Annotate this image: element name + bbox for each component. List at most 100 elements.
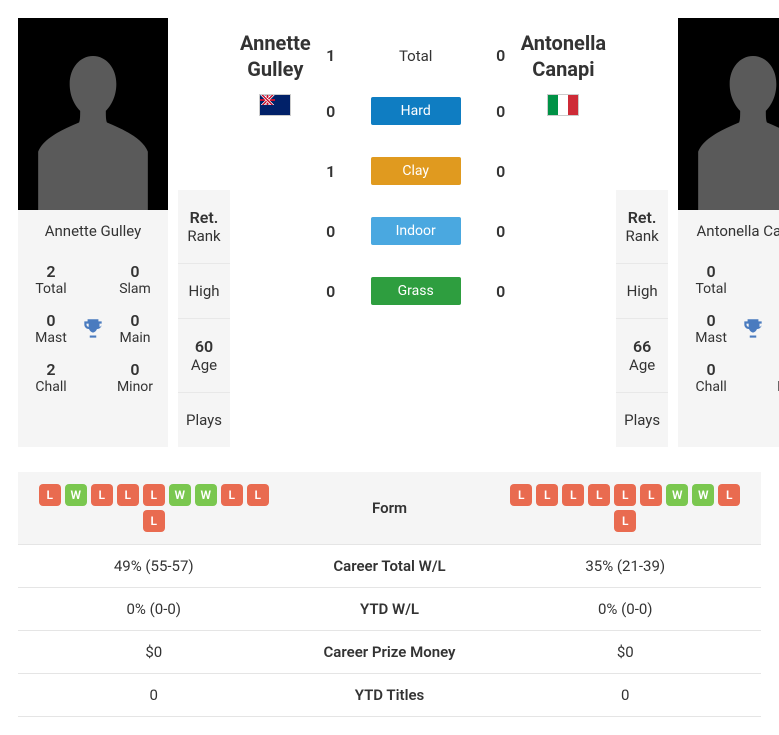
title-chall: 2Chall xyxy=(26,360,76,395)
comparison-label: YTD W/L xyxy=(290,588,490,630)
form-pill: L xyxy=(614,510,636,532)
comparison-p2: LLLLLLWWLL xyxy=(490,472,762,544)
h2h-indoor-pill[interactable]: Indoor xyxy=(371,217,461,245)
player2-stats-card: Ret.RankHigh66AgePlays xyxy=(616,190,668,447)
form-pill: L xyxy=(536,484,558,506)
h2h-row-indoor: 0 Indoor 0 xyxy=(311,201,521,261)
player2-titles: 0Total 0Slam 0Mast 0Main 0Chall 0Minor xyxy=(678,252,779,413)
comparison-label: Career Prize Money xyxy=(290,631,490,673)
comparison-p1: 0 xyxy=(18,674,290,716)
form-pill: L xyxy=(91,484,113,506)
form-pill: L xyxy=(640,484,662,506)
h2h-p2-score: 0 xyxy=(491,222,511,241)
comparison-label: Career Total W/L xyxy=(290,545,490,587)
comparison-p1: LWLLLWWLLL xyxy=(18,472,290,544)
comparison-label: Form xyxy=(290,487,490,529)
player2-avatar xyxy=(678,18,779,210)
h2h-row-clay: 1 Clay 0 xyxy=(311,141,521,201)
player1-card-name: Annette Gulley xyxy=(40,210,147,252)
h2h-p2-score: 0 xyxy=(491,46,511,65)
comparison-p2: 35% (21-39) xyxy=(490,545,762,587)
comparison-row: $0Career Prize Money$0 xyxy=(18,631,761,674)
form-pill: W xyxy=(65,484,87,506)
h2h-p1-score: 1 xyxy=(321,46,341,65)
h2h-p1-score: 0 xyxy=(321,222,341,241)
flag-it-icon xyxy=(547,94,579,116)
comparison-p1: $0 xyxy=(18,631,290,673)
h2h-hard-pill[interactable]: Hard xyxy=(371,97,461,125)
flag-nz-icon xyxy=(259,94,291,116)
comparison-row: 0YTD Titles0 xyxy=(18,674,761,717)
form-pill: L xyxy=(117,484,139,506)
comparison-p1: 49% (55-57) xyxy=(18,545,290,587)
player1-titles: 2Total 0Slam 0Mast 0Main 2Chall 0Minor xyxy=(18,252,168,413)
comparison-p1: 0% (0-0) xyxy=(18,588,290,630)
stat-rank: Ret.Rank xyxy=(616,190,668,263)
comparison-p2: 0% (0-0) xyxy=(490,588,762,630)
h2h-grass-pill[interactable]: Grass xyxy=(371,277,461,305)
h2h-clay-pill[interactable]: Clay xyxy=(371,157,461,185)
h2h-total-label: Total xyxy=(371,47,461,65)
player2-card-name: Antonella Canapi xyxy=(692,210,779,252)
form-pill: W xyxy=(195,484,217,506)
title-total: 2Total xyxy=(26,262,76,297)
stat-plays: Plays xyxy=(178,392,230,447)
stat-age: 66Age xyxy=(616,318,668,392)
form-pill: L xyxy=(614,484,636,506)
stat-high: High xyxy=(616,263,668,318)
comparison-table: LWLLLWWLLLFormLLLLLLWWLL49% (55-57)Caree… xyxy=(18,472,761,717)
h2h-p2-score: 0 xyxy=(491,162,511,181)
title-total: 0Total xyxy=(686,262,736,297)
title-slam: 0Slam xyxy=(770,262,779,297)
comparison-p2: 0 xyxy=(490,674,762,716)
player2-name: AntonellaCanapi xyxy=(521,30,606,82)
form-pill: L xyxy=(143,510,165,532)
comparison-row: 49% (55-57)Career Total W/L35% (21-39) xyxy=(18,545,761,588)
h2h-row-grass: 0 Grass 0 xyxy=(311,261,521,321)
form-pill: W xyxy=(692,484,714,506)
title-slam: 0Slam xyxy=(110,262,160,297)
comparison-label: YTD Titles xyxy=(290,674,490,716)
title-main: 0Main xyxy=(770,311,779,346)
player1-name-col: AnnetteGulley xyxy=(240,18,311,447)
h2h-row-hard: 0 Hard 0 xyxy=(311,81,521,141)
title-main: 0Main xyxy=(110,311,160,346)
stat-rank: Ret.Rank xyxy=(178,190,230,263)
title-minor: 0Minor xyxy=(110,360,160,395)
form-pill: L xyxy=(588,484,610,506)
comparison-p2: $0 xyxy=(490,631,762,673)
title-minor: 0Minor xyxy=(770,360,779,395)
form-pill: L xyxy=(247,484,269,506)
player1-stats-card: Ret.RankHigh60AgePlays xyxy=(178,190,230,447)
stat-plays: Plays xyxy=(616,392,668,447)
h2h-p1-score: 1 xyxy=(321,162,341,181)
player1-name: AnnetteGulley xyxy=(240,30,311,82)
comparison-row: 0% (0-0)YTD W/L0% (0-0) xyxy=(18,588,761,631)
comparison-row: LWLLLWWLLLFormLLLLLLWWLL xyxy=(18,472,761,545)
h2h-p2-score: 0 xyxy=(491,102,511,121)
player2-card: Antonella Canapi 0Total 0Slam 0Mast 0Main 0C… xyxy=(678,18,779,447)
trophy-icon xyxy=(80,316,106,342)
h2h-p2-score: 0 xyxy=(491,282,511,301)
title-chall: 0Chall xyxy=(686,360,736,395)
h2h-p1-score: 0 xyxy=(321,282,341,301)
stat-high: High xyxy=(178,263,230,318)
title-mast: 0Mast xyxy=(686,311,736,346)
top-section: Annette Gulley 2Total 0Slam 0Mast 0Main 2Cha… xyxy=(18,18,761,447)
form-pill: L xyxy=(510,484,532,506)
form-pill: L xyxy=(718,484,740,506)
trophy-icon xyxy=(740,316,766,342)
player2-name-col: AntonellaCanapi xyxy=(521,18,606,447)
form-pill: W xyxy=(666,484,688,506)
h2h-row-total: 1 Total 0 xyxy=(311,30,521,81)
form-pill: L xyxy=(221,484,243,506)
player1-avatar xyxy=(18,18,168,210)
title-mast: 0Mast xyxy=(26,311,76,346)
stat-age: 60Age xyxy=(178,318,230,392)
h2h-p1-score: 0 xyxy=(321,102,341,121)
form-pill: L xyxy=(143,484,165,506)
form-pill: W xyxy=(169,484,191,506)
form-pill: L xyxy=(562,484,584,506)
h2h-column: 1 Total 0 0 Hard 0 1 Clay 0 0 Indoor 0 0 Grass 0 xyxy=(311,18,521,447)
player1-card: Annette Gulley 2Total 0Slam 0Mast 0Main 2Cha… xyxy=(18,18,168,447)
